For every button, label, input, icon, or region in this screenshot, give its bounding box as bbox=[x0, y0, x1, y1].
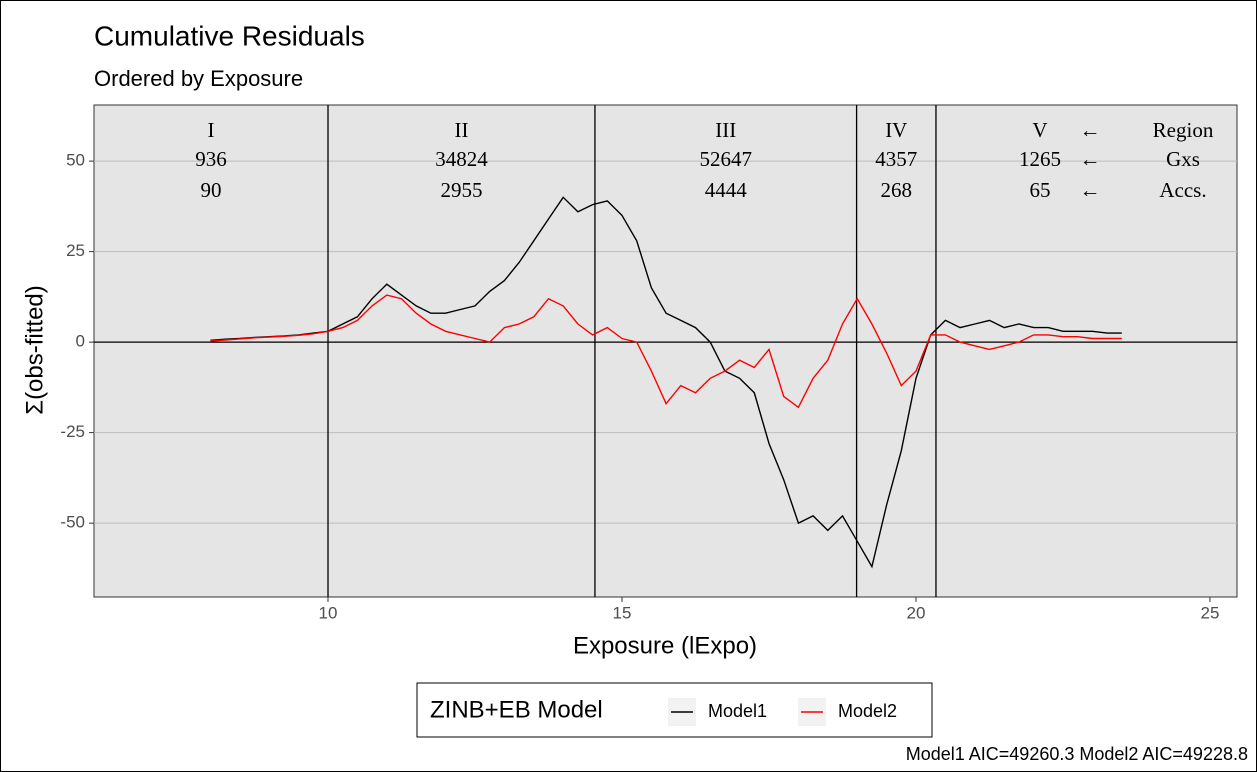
y-tick-label: 25 bbox=[66, 241, 85, 260]
region-annotation: I bbox=[208, 118, 215, 142]
annotation-arrow: ← bbox=[1080, 178, 1101, 202]
row-label: Accs. bbox=[1159, 178, 1206, 202]
y-axis-title: Σ(obs-fitted) bbox=[21, 285, 48, 415]
x-axis-title: Exposure (lExpo) bbox=[573, 632, 757, 659]
region-annotation: III bbox=[715, 118, 736, 142]
legend-label: Model2 bbox=[838, 701, 897, 721]
legend-label: Model1 bbox=[708, 701, 767, 721]
series-line bbox=[210, 294, 1122, 409]
region-annotation: 1265 bbox=[1019, 147, 1061, 171]
region-annotation: II bbox=[454, 118, 468, 142]
plot-background bbox=[93, 104, 1238, 598]
chart-subtitle: Ordered by Exposure bbox=[94, 66, 303, 91]
row-label: Gxs bbox=[1166, 147, 1200, 171]
y-tick-label: -50 bbox=[60, 513, 85, 532]
region-annotation: 4357 bbox=[875, 147, 917, 171]
x-tick-label: 20 bbox=[907, 603, 926, 622]
annotation-arrow: ← bbox=[1080, 147, 1101, 171]
y-tick-label: 50 bbox=[66, 151, 85, 170]
x-tick-label: 15 bbox=[613, 603, 632, 622]
region-annotation: V bbox=[1032, 118, 1047, 142]
series-line bbox=[210, 196, 1122, 569]
region-annotation: 936 bbox=[195, 147, 227, 171]
region-annotation: 90 bbox=[201, 178, 222, 202]
region-annotation: 65 bbox=[1030, 178, 1051, 202]
annotation-arrow: ← bbox=[1080, 118, 1101, 142]
legend-title: ZINB+EB Model bbox=[430, 696, 603, 723]
chart-title: Cumulative Residuals bbox=[94, 20, 365, 51]
region-annotation: IV bbox=[885, 118, 907, 142]
x-tick-label: 25 bbox=[1200, 603, 1219, 622]
row-label: Region bbox=[1153, 118, 1214, 142]
y-tick-label: 0 bbox=[76, 332, 85, 351]
y-tick-label: -25 bbox=[60, 422, 85, 441]
region-annotation: 2955 bbox=[440, 178, 482, 202]
region-annotation: 268 bbox=[881, 178, 913, 202]
region-annotation: 4444 bbox=[705, 178, 748, 202]
region-annotation: 34824 bbox=[435, 147, 488, 171]
region-annotation: 52647 bbox=[700, 147, 753, 171]
caption: Model1 AIC=49260.3 Model2 AIC=49228.8 bbox=[906, 744, 1248, 764]
x-tick-label: 10 bbox=[319, 603, 338, 622]
